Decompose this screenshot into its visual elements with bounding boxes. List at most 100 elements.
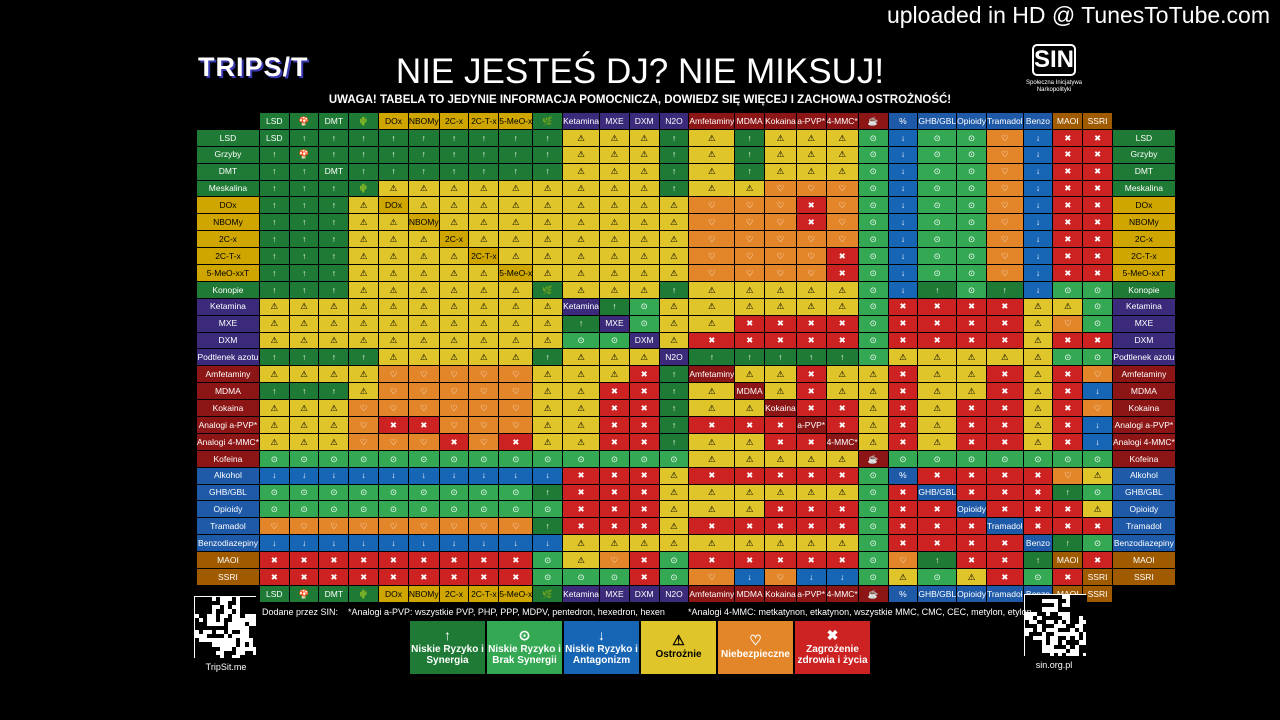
row-label-right: Konopie: [1111, 280, 1176, 299]
interaction-cell: ✖: [1052, 196, 1084, 215]
interaction-cell: ⚠: [825, 365, 859, 384]
interaction-cell: ↓: [887, 230, 919, 249]
interaction-cell: ⚠: [562, 247, 600, 266]
interaction-cell: ⚠: [532, 297, 564, 316]
interaction-cell: ♡: [438, 416, 470, 434]
interaction-cell: ↑: [288, 179, 320, 198]
row-label-right: SSRI: [1111, 568, 1176, 586]
interaction-cell: ↓: [887, 179, 919, 198]
table-row: 2C-T-x ↑ ↑ ↑ ⚠ ⚠ ⚠ ⚠ 2C-T-x ⚠ ⚠ ⚠ ⚠ ⚠ ⚠ ♡ ♡ ♡ ♡ ✖ ⊙ ↓ ⊙ ⊙ ♡ ↓ ✖ ✖ 2C…: [196, 247, 1176, 266]
interaction-cell: ⚠: [438, 314, 470, 333]
table-row: Konopie ↑ ↑ ↑ ⚠ ⚠ ⚠ ⚠ ⚠ ⚠ 🌿 ⚠ ⚠ ⚠ ↑ ⚠ ⚠ ⚠ ⚠ ⚠ ⊙ ↓ ↑ ⊙ ↑ ↓ ⊙ ⊙ Konopi…: [196, 280, 1176, 299]
table-row: MXE ⚠ ⚠ ⚠ ⚠ ⚠ ⚠ ⚠ ⚠ ⚠ ⚠ ↑ MXE ⊙ ⚠ ⚠ ✖ ✖ ✖ ✖ ⊙ ✖ ✖ ✖ ✖ ⚠ ♡ ⊙ MXE: [196, 314, 1176, 333]
interaction-cell: ✖: [734, 331, 766, 350]
interaction-cell: ✖: [985, 534, 1024, 553]
interaction-cell: ✖: [985, 399, 1024, 418]
row-label-right: LSD: [1111, 128, 1176, 147]
interaction-cell: ↓: [1022, 162, 1054, 181]
row-label-right: Podtlenek azotu: [1111, 348, 1176, 367]
interaction-cell: ⚠: [956, 348, 987, 367]
interaction-cell: ⊙: [917, 449, 958, 468]
interaction-cell: ⚠: [688, 145, 736, 164]
table-row: SSRI ✖ ✖ ✖ ✖ ✖ ✖ ✖ ✖ ✖ ⊙ ⊙ ⊙ ✖ ⊙ ♡ ↓ ♡ ↓ ↓ ⊙ ⚠ ⊙ ⚠ ✖ ⊙ ✖ SSRI SSRI: [196, 568, 1176, 586]
diagonal-cell: 2C-x: [438, 230, 470, 249]
interaction-cell: ⊙: [956, 213, 987, 232]
interaction-cell: ♡: [825, 196, 859, 215]
interaction-cell: ⚠: [688, 162, 736, 181]
interaction-cell: ⊙: [857, 517, 889, 536]
interaction-cell: ✖: [917, 314, 958, 333]
interaction-cell: ⚠: [562, 399, 600, 418]
interaction-cell: ⊙: [917, 145, 958, 164]
interaction-cell: ↑: [688, 348, 736, 367]
interaction-cell: ♡: [378, 365, 409, 384]
interaction-cell: ⚠: [658, 213, 690, 232]
interaction-cell: ⊙: [658, 449, 690, 468]
diagonal-cell: Opioidy: [956, 500, 987, 519]
interaction-cell: ✖: [764, 314, 797, 333]
interaction-cell: ⚠: [599, 365, 630, 384]
interaction-cell: ✖: [1052, 568, 1084, 586]
interaction-cell: ✖: [956, 297, 987, 316]
interaction-cell: ✖: [1022, 500, 1054, 519]
interaction-cell: ↑: [438, 145, 470, 164]
interaction-cell: ⚠: [532, 365, 564, 384]
interaction-cell: ✖: [468, 568, 500, 586]
interaction-cell: ↓: [1022, 145, 1054, 164]
interaction-cell: ✖: [628, 483, 660, 502]
diagonal-cell: 4-MMC*: [825, 432, 859, 451]
interaction-cell: ♡: [688, 213, 736, 232]
interaction-cell: ♡: [825, 179, 859, 198]
column-header: 2C-T-x: [468, 584, 500, 603]
interaction-cell: ⚠: [288, 314, 320, 333]
interaction-cell: ↑: [658, 145, 690, 164]
column-header: 🌿: [532, 112, 564, 130]
interaction-cell: ↑: [318, 128, 350, 147]
interaction-cell: ✖: [825, 416, 859, 434]
interaction-cell: ♡: [599, 551, 630, 570]
interaction-cell: ♡: [288, 517, 320, 536]
interaction-cell: ⚠: [956, 568, 987, 586]
qr-code-tripsit[interactable]: [194, 596, 257, 659]
interaction-cell: ⊙: [956, 264, 987, 282]
interaction-cell: ⚠: [857, 416, 889, 434]
interaction-cell: ⊙: [857, 196, 889, 215]
interaction-cell: ⚠: [734, 432, 766, 451]
interaction-cell: ✖: [1052, 145, 1084, 164]
interaction-cell: ♡: [795, 179, 827, 198]
interaction-cell: ✖: [688, 466, 736, 485]
interaction-cell: ⚠: [468, 348, 500, 367]
interaction-cell: ⚠: [348, 297, 380, 316]
interaction-cell: ↑: [378, 162, 409, 181]
interaction-cell: ↑: [985, 280, 1024, 299]
row-label: Grzyby: [196, 145, 260, 164]
interaction-cell: ⊙: [857, 247, 889, 266]
interaction-cell: ↓: [498, 466, 534, 485]
column-header: LSD: [258, 584, 290, 603]
interaction-cell: ↑: [258, 213, 290, 232]
interaction-cell: ⊙: [857, 551, 889, 570]
column-header-row: LSD 🍄 DMT 🌵 DOx NBOMy 2C-x 2C-T-x 5-MeO-x 🌿 Ketami…: [196, 584, 1176, 603]
interaction-cell: ⚠: [438, 247, 470, 266]
interaction-cell: ⚠: [468, 264, 500, 282]
interaction-cell: ♡: [468, 416, 500, 434]
interaction-cell: ⊙: [498, 500, 534, 519]
qr-code-sin[interactable]: [1024, 594, 1087, 657]
interaction-cell: ✖: [628, 551, 660, 570]
interaction-cell: ♡: [764, 247, 797, 266]
table-row: Opioidy ⊙ ⊙ ⊙ ⊙ ⊙ ⊙ ⊙ ⊙ ⊙ ⊙ ✖ ✖ ✖ ⚠ ⚠ ⚠ ✖ ✖ ✖ ⊙ ✖ ✖ Opioidy ✖ ✖ ✖ ⚠…: [196, 500, 1176, 519]
interaction-cell: ↓: [1082, 416, 1113, 434]
interaction-cell: ✖: [599, 416, 630, 434]
interaction-cell: ⊙: [407, 449, 440, 468]
interaction-cell: ⊙: [258, 500, 290, 519]
interaction-cell: ⚠: [318, 331, 350, 350]
interaction-cell: ↑: [318, 264, 350, 282]
interaction-cell: ♡: [407, 432, 440, 451]
interaction-cell: ✖: [628, 382, 660, 401]
interaction-cell: ✖: [956, 399, 987, 418]
interaction-cell: ✖: [599, 399, 630, 418]
header-corner: [196, 112, 260, 130]
interaction-cell: ⚠: [825, 449, 859, 468]
interaction-cell: ⊙: [1082, 449, 1113, 468]
interaction-cell: ✖: [1052, 399, 1084, 418]
